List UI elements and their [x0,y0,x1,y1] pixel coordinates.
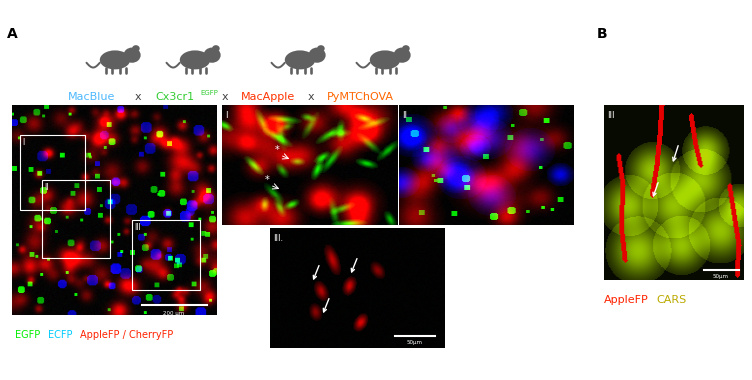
Text: MacApple: MacApple [241,92,295,102]
Text: EGFP: EGFP [200,90,218,96]
Text: EGFP: EGFP [15,330,41,340]
Bar [42,180,110,258]
Text: III.: III. [273,234,283,243]
Text: Cx3cr1: Cx3cr1 [156,92,195,102]
Ellipse shape [285,51,315,70]
Text: 50μm: 50μm [713,274,729,279]
Text: AppleFP: AppleFP [604,295,649,305]
Bar [20,135,85,210]
Ellipse shape [212,45,220,52]
Text: 200 μm: 200 μm [163,311,185,316]
Ellipse shape [308,48,326,63]
Text: I: I [22,138,24,147]
Text: AppleFP / CherryFP: AppleFP / CherryFP [80,330,173,340]
Ellipse shape [180,51,211,70]
Text: B: B [597,27,608,41]
Ellipse shape [100,51,130,70]
Text: 50μm: 50μm [407,340,423,345]
Text: III: III [134,223,141,232]
Text: III: III [607,111,614,120]
Text: I: I [225,111,228,120]
Ellipse shape [402,45,410,52]
Text: II: II [44,183,48,192]
Text: PyMTChOVA: PyMTChOVA [326,92,393,102]
Text: A: A [7,27,18,41]
Text: *: * [265,175,269,185]
Text: CARS: CARS [656,295,687,305]
Ellipse shape [370,51,400,70]
Ellipse shape [204,48,220,63]
Ellipse shape [123,48,141,63]
Text: MacBlue: MacBlue [68,92,116,102]
Text: x: x [308,92,314,102]
Ellipse shape [132,45,140,52]
Ellipse shape [317,45,325,52]
Text: *: * [274,145,280,155]
Text: x: x [135,92,141,102]
Text: II: II [402,111,407,120]
Ellipse shape [393,48,411,63]
Text: x: x [222,92,229,102]
Text: ECFP: ECFP [48,330,72,340]
Bar [132,220,200,290]
